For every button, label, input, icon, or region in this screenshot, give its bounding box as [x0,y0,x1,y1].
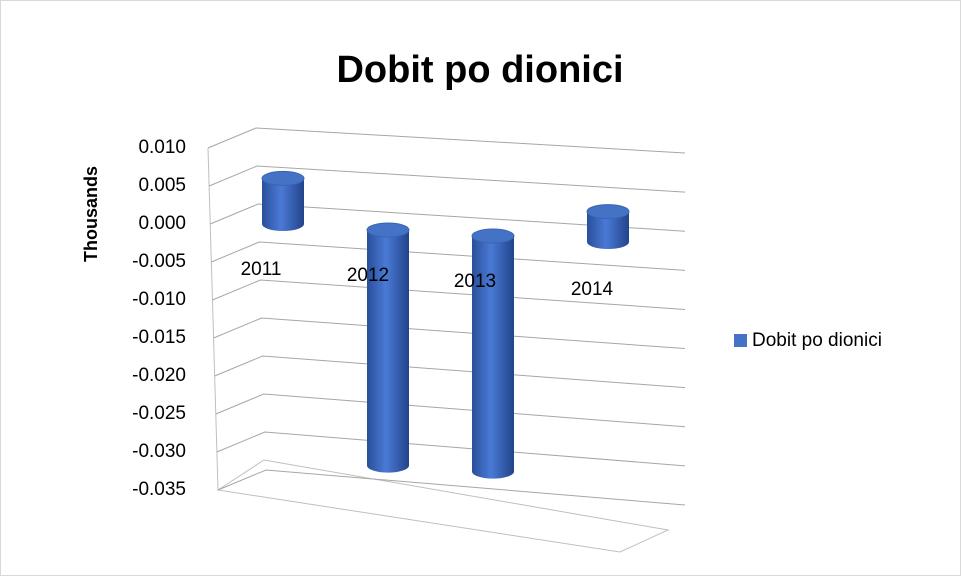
chart-title: Dobit po dionici [336,49,623,91]
grid-line [217,469,686,506]
floor [216,459,670,553]
grid-line [213,317,686,350]
legend-swatch [734,334,747,347]
legend-label: Dobit po dionici [752,330,882,351]
x-tick-label: 2012 [347,265,389,286]
grid-line [211,241,686,271]
grid-line [216,431,686,467]
bar [366,222,410,473]
grid-line [207,127,686,154]
bar [586,204,630,249]
y-tick-label: 0.000 [138,213,186,234]
x-tick-label: 2014 [571,279,614,300]
x-tick-label: 2013 [454,271,496,292]
grid-line [210,203,686,232]
x-tick-label: 2011 [241,259,282,280]
grid-line [212,279,686,310]
y-tick-label: -0.010 [132,289,186,310]
y-tick-label: -0.025 [132,403,186,424]
y-tick-label: -0.035 [132,479,186,500]
side-wall [207,147,219,491]
y-tick-label: -0.030 [132,441,186,462]
bar [261,170,305,231]
grid-line [215,393,686,428]
y-tick-label: 0.010 [138,137,186,158]
y-tick-label: -0.015 [132,327,186,348]
y-tick-label: -0.020 [132,365,186,386]
y-axis-label: Thousands [81,166,101,262]
y-tick-label: 0.005 [138,175,186,196]
grid-line [208,165,686,193]
y-tick-label: -0.005 [132,251,186,272]
grid-line [214,355,686,389]
bar [471,228,515,479]
